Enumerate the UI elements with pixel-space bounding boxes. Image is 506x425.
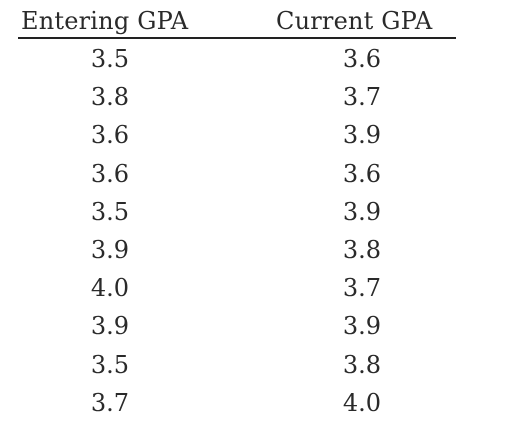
table-row: 3.9 3.8 xyxy=(18,231,456,269)
current-gpa-cell: 3.8 xyxy=(342,350,382,379)
entering-gpa-cell: 3.7 xyxy=(90,388,130,417)
entering-gpa-cell: 3.5 xyxy=(90,350,130,379)
entering-gpa-cell: 3.9 xyxy=(90,312,130,341)
table-row: 3.8 3.7 xyxy=(18,78,456,116)
entering-gpa-cell: 3.5 xyxy=(90,45,130,73)
table-row: 3.9 3.9 xyxy=(18,307,456,345)
current-gpa-cell: 3.7 xyxy=(342,274,382,303)
gpa-table: Entering GPA Current GPA 3.5 3.6 3.8 3.7… xyxy=(18,6,456,422)
table-row: 3.6 3.6 xyxy=(18,155,456,193)
current-gpa-cell: 3.8 xyxy=(342,235,382,264)
table-row: 3.6 3.9 xyxy=(18,116,456,154)
current-gpa-cell: 3.9 xyxy=(342,312,382,341)
table-header-row: Entering GPA Current GPA xyxy=(18,6,456,39)
current-gpa-cell: 3.6 xyxy=(342,159,382,188)
table-row: 3.5 3.6 xyxy=(18,40,456,78)
current-gpa-cell: 4.0 xyxy=(342,388,382,417)
entering-gpa-cell: 4.0 xyxy=(90,274,130,303)
table-row: 3.5 3.8 xyxy=(18,346,456,384)
entering-gpa-cell: 3.9 xyxy=(90,235,130,264)
table-row: 3.5 3.9 xyxy=(18,193,456,231)
current-gpa-cell: 3.9 xyxy=(342,197,382,226)
current-gpa-cell: 3.7 xyxy=(342,83,382,112)
table-row: 4.0 3.7 xyxy=(18,269,456,307)
table-row: 3.7 4.0 xyxy=(18,384,456,422)
current-gpa-cell: 3.6 xyxy=(342,45,382,73)
table-body: 3.5 3.6 3.8 3.7 3.6 3.9 3.6 3.6 3.5 3.9 … xyxy=(18,40,456,422)
entering-gpa-header: Entering GPA xyxy=(21,7,189,35)
entering-gpa-cell: 3.6 xyxy=(90,159,130,188)
entering-gpa-cell: 3.6 xyxy=(90,121,130,150)
current-gpa-cell: 3.9 xyxy=(342,121,382,150)
entering-gpa-cell: 3.5 xyxy=(90,197,130,226)
entering-gpa-cell: 3.8 xyxy=(90,83,130,112)
current-gpa-header: Current GPA xyxy=(276,7,433,35)
